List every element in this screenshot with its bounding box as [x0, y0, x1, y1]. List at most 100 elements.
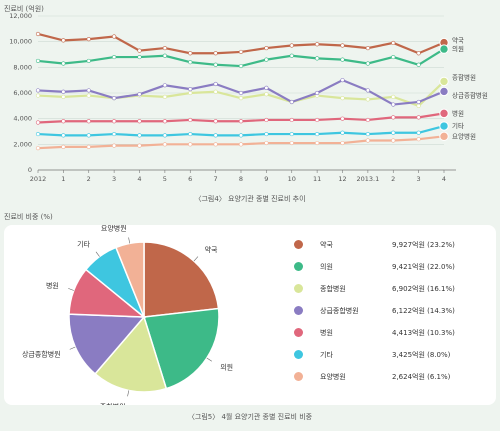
series-point [137, 48, 142, 53]
pie-leader-line [206, 357, 213, 362]
series-label: 종합병원 [452, 72, 476, 81]
series-point [188, 90, 193, 96]
series-point [365, 131, 370, 137]
x-tick-label: 12 [338, 175, 346, 183]
series-point [315, 140, 320, 146]
legend-value: 9,927억원 (23.2%) [392, 241, 455, 249]
legend-color-swatch [294, 262, 303, 271]
series-point [315, 42, 320, 47]
series-point [61, 144, 66, 149]
series-point [289, 140, 294, 146]
legend-item: 의원 9,421억원 (22.0%) [294, 261, 494, 277]
series-point [213, 133, 218, 138]
series-point [162, 94, 167, 99]
series-point [238, 96, 244, 101]
x-tick-label: 6 [188, 175, 192, 183]
series-label: 병원 [452, 108, 464, 117]
legend-name: 약국 [320, 241, 333, 249]
x-tick-label: 7 [214, 175, 218, 183]
series-point [340, 43, 345, 48]
legend-value: 6,902억원 (16.1%) [392, 285, 455, 293]
x-tick-label: 4 [442, 175, 446, 183]
x-tick-label: 4 [137, 175, 141, 183]
pie-leader-line [193, 256, 199, 262]
legend-color-swatch [294, 306, 303, 315]
x-tick-label: 2 [391, 175, 395, 183]
series-point [112, 96, 117, 101]
series-point [365, 88, 370, 93]
series-point [188, 51, 193, 56]
series-point [416, 137, 421, 142]
series-point [86, 144, 91, 149]
series-point [137, 143, 142, 148]
series-point [340, 78, 345, 83]
series-point [238, 133, 244, 138]
series-point [238, 90, 244, 96]
series-point [61, 61, 66, 66]
series-point [238, 142, 244, 147]
series-label: 요양병원 [452, 131, 476, 140]
series-point [391, 40, 396, 46]
series-point [137, 133, 142, 138]
legend-color-swatch [294, 372, 303, 381]
series-point [391, 130, 396, 135]
series-point [213, 119, 218, 124]
series-label: 의원 [452, 44, 464, 53]
series-point [162, 142, 167, 147]
series-point [61, 119, 66, 124]
pie-leader-line [69, 346, 76, 350]
pie-slice [94, 315, 168, 393]
legend-color-swatch [294, 350, 303, 359]
series-point [391, 54, 396, 60]
series-point [289, 117, 294, 123]
x-tick-label: 3 [417, 175, 421, 183]
legend-value: 9,421억원 (22.0%) [392, 263, 455, 271]
series-point [188, 131, 193, 137]
legend-color-swatch [294, 328, 303, 337]
series-point [112, 131, 117, 137]
series-point [264, 45, 269, 51]
legend-item: 요양병원 2,624억원 (6.1%) [294, 371, 494, 387]
legend-value: 2,624억원 (6.1%) [392, 373, 451, 381]
series-point [365, 97, 370, 102]
pie-slice [143, 307, 220, 390]
series-point [365, 45, 370, 51]
series-end-marker [439, 108, 449, 119]
series-point [162, 83, 167, 88]
series-point [365, 61, 370, 66]
series-point [35, 93, 41, 98]
series-point [315, 117, 320, 123]
pie-chart-title: 진료비 비중 (%) [4, 213, 53, 221]
legend-value: 6,122억원 (14.3%) [392, 307, 455, 315]
series-end-marker [439, 131, 449, 142]
legend-name: 기타 [320, 351, 333, 359]
pie-slice-label: 기타 [77, 240, 90, 249]
series-point [188, 117, 193, 123]
legend-item: 병원 4,413억원 (10.3%) [294, 327, 494, 343]
series-point [264, 140, 269, 146]
legend-value: 3,425억원 (8.0%) [392, 351, 451, 359]
y-tick-label: 2,000 [13, 140, 32, 148]
series-point [35, 88, 41, 93]
series-point [61, 133, 66, 138]
series-point [35, 146, 41, 151]
series-point [213, 89, 218, 94]
series-point [112, 119, 117, 124]
x-tick-label: 5 [163, 175, 167, 183]
series-point [391, 115, 396, 120]
series-point [289, 131, 294, 137]
series-point [188, 60, 193, 65]
y-tick-label: 0 [28, 166, 32, 174]
series-point [391, 138, 396, 143]
series-point [86, 119, 91, 124]
series-point [264, 85, 269, 90]
series-point [264, 131, 269, 137]
pie-slice [68, 313, 146, 375]
series-point [112, 54, 117, 60]
y-tick-label: 8,000 [13, 63, 32, 71]
series-point [416, 115, 421, 120]
series-point [86, 93, 91, 98]
series-point [264, 57, 269, 62]
